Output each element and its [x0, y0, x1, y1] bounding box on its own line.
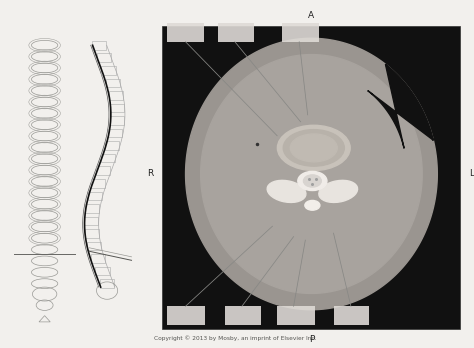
- Ellipse shape: [305, 200, 320, 210]
- Bar: [97, 54, 111, 62]
- Polygon shape: [201, 55, 422, 293]
- Bar: [85, 229, 99, 238]
- Bar: [91, 254, 105, 263]
- Bar: [110, 104, 124, 112]
- Bar: [100, 154, 115, 163]
- FancyBboxPatch shape: [277, 306, 315, 325]
- Bar: [96, 166, 110, 175]
- Bar: [85, 204, 99, 213]
- Ellipse shape: [319, 180, 357, 203]
- Bar: [88, 191, 102, 200]
- FancyBboxPatch shape: [334, 306, 369, 325]
- FancyBboxPatch shape: [282, 23, 319, 42]
- Text: R: R: [147, 169, 154, 179]
- Bar: [87, 242, 101, 250]
- Polygon shape: [368, 64, 433, 148]
- Bar: [92, 41, 106, 49]
- Ellipse shape: [303, 175, 321, 187]
- Bar: [91, 179, 106, 188]
- Text: P: P: [309, 335, 314, 344]
- FancyBboxPatch shape: [219, 23, 254, 42]
- Ellipse shape: [298, 171, 327, 191]
- Text: A: A: [309, 11, 314, 20]
- Bar: [95, 267, 109, 275]
- Ellipse shape: [267, 180, 306, 203]
- Bar: [105, 141, 119, 150]
- Bar: [106, 79, 120, 87]
- Polygon shape: [185, 38, 438, 310]
- FancyBboxPatch shape: [167, 23, 204, 42]
- Ellipse shape: [277, 125, 350, 171]
- Bar: [84, 216, 98, 225]
- Text: L: L: [469, 169, 474, 179]
- Bar: [100, 279, 114, 288]
- Ellipse shape: [283, 129, 344, 166]
- Bar: [162, 26, 460, 329]
- Bar: [108, 129, 122, 137]
- FancyBboxPatch shape: [226, 306, 261, 325]
- Bar: [109, 91, 123, 100]
- Text: Copyright © 2013 by Mosby, an imprint of Elsevier Inc.: Copyright © 2013 by Mosby, an imprint of…: [154, 335, 316, 341]
- Ellipse shape: [290, 134, 337, 162]
- FancyBboxPatch shape: [167, 306, 205, 325]
- Bar: [101, 66, 116, 74]
- Bar: [110, 116, 124, 125]
